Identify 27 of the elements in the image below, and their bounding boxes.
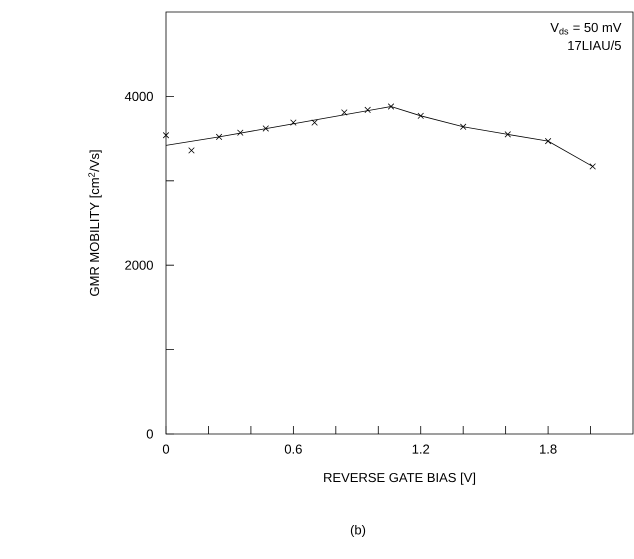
point bbox=[341, 109, 348, 116]
point bbox=[311, 119, 318, 126]
x-tick-label: 0 bbox=[162, 444, 170, 454]
y-axis-title: GMR MOBILITY [cm$^{2}$/Vs] bbox=[88, 150, 102, 296]
point bbox=[504, 131, 511, 138]
point bbox=[216, 134, 222, 140]
point bbox=[262, 125, 269, 132]
x-tick-label: 1.2 bbox=[412, 444, 430, 454]
x-tick-label: 0.6 bbox=[284, 444, 302, 454]
x-axis-title: REVERSE GATE BIAS [V] bbox=[324, 472, 476, 485]
y-tick-label: 2000 bbox=[125, 260, 153, 270]
y-tick-label: 4000 bbox=[124, 92, 153, 101]
annotation: V$_{ds}$ = 50 mV bbox=[550, 22, 622, 35]
annotation: 17LIAU/5 bbox=[568, 40, 621, 50]
point bbox=[418, 112, 424, 120]
x-tick-label: 1.8 bbox=[540, 444, 557, 454]
point bbox=[364, 106, 371, 114]
point bbox=[162, 132, 170, 138]
point bbox=[188, 147, 195, 154]
point bbox=[589, 163, 596, 170]
point bbox=[460, 124, 466, 130]
point bbox=[388, 103, 394, 110]
y-tick-label: 0 bbox=[146, 429, 153, 439]
point bbox=[544, 138, 552, 144]
point bbox=[290, 119, 297, 126]
point bbox=[237, 129, 244, 136]
text: (b) bbox=[350, 524, 366, 538]
